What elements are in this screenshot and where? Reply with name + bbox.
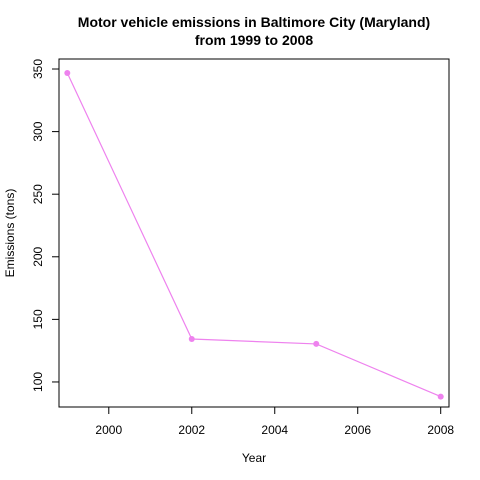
x-tick-label: 2002	[178, 423, 205, 437]
chart-subtitle: from 1999 to 2008	[195, 32, 313, 48]
data-point	[188, 336, 195, 343]
data-point	[64, 70, 71, 77]
y-tick-label: 300	[31, 121, 45, 141]
y-tick-label: 100	[31, 372, 45, 392]
x-axis-label: Year	[242, 451, 266, 465]
y-tick-label: 350	[31, 59, 45, 79]
x-tick-label: 2006	[344, 423, 371, 437]
y-axis-label: Emissions (tons)	[3, 189, 17, 278]
data-point	[437, 393, 444, 400]
data-point	[313, 340, 320, 347]
y-tick-label: 250	[31, 184, 45, 204]
series-line	[66, 72, 441, 398]
x-tick-label: 2008	[427, 423, 454, 437]
series-layer	[64, 70, 444, 400]
x-tick-label: 2004	[261, 423, 288, 437]
x-axis: 2000 2002 2004 2006 2008	[95, 406, 454, 437]
y-tick-label: 150	[31, 309, 45, 329]
x-tick-label: 2000	[95, 423, 122, 437]
chart-title: Motor vehicle emissions in Baltimore Cit…	[78, 14, 430, 30]
y-tick-label: 200	[31, 246, 45, 266]
y-axis: 100 150 200 250 300 350	[31, 59, 60, 392]
plot-area-frame	[58, 58, 450, 408]
